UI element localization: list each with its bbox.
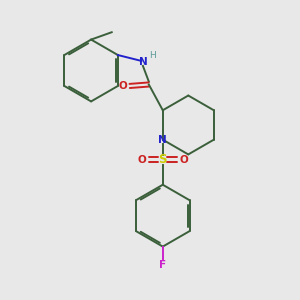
Text: H: H — [149, 51, 156, 60]
Text: O: O — [119, 81, 128, 91]
Text: N: N — [158, 135, 166, 145]
Text: F: F — [159, 260, 166, 270]
Text: S: S — [158, 153, 167, 166]
Text: N: N — [139, 57, 147, 68]
Text: O: O — [138, 155, 146, 165]
Text: O: O — [179, 155, 188, 165]
